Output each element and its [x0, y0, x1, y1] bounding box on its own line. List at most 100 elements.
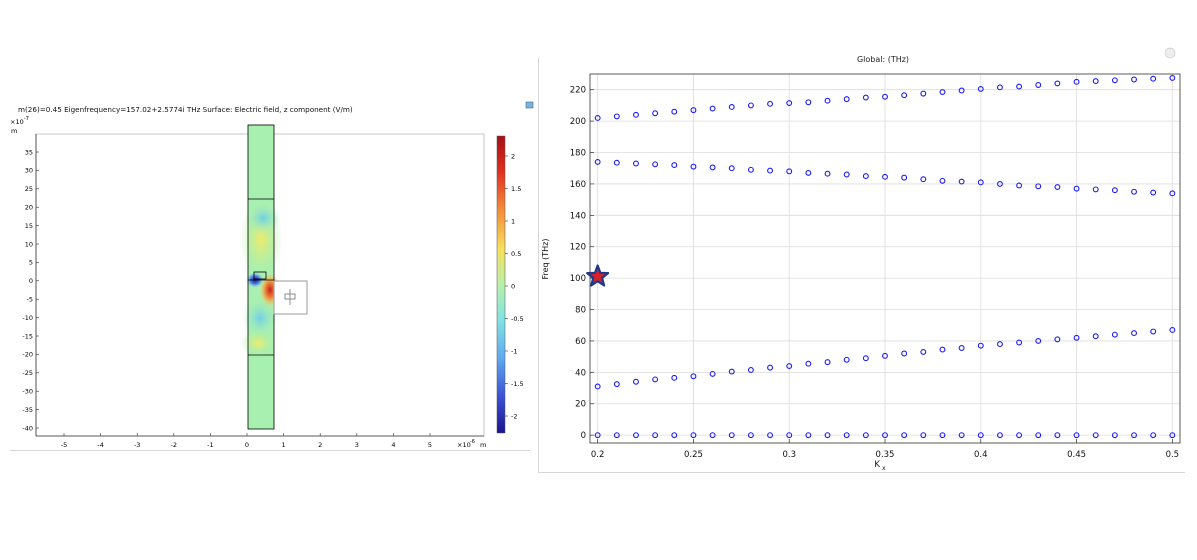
colorbar-tick-label: -2: [511, 412, 517, 420]
x-unit: m: [480, 441, 486, 449]
chart-y-tick-label: 60: [575, 337, 586, 347]
chart-y-tick-label: 80: [575, 306, 586, 316]
chart-y-tick-label: 20: [575, 400, 586, 410]
colorbar-tick-label: 1.5: [511, 185, 521, 193]
chart-data-point: [747, 367, 754, 373]
chart-data-point: [767, 167, 774, 174]
chart-data-point: [728, 432, 735, 439]
x-axis-exponent: ×10 -6 m: [457, 439, 486, 449]
chart-data-point: [671, 108, 678, 115]
chart-data-point: [633, 378, 639, 385]
chart-data-point: [862, 355, 869, 362]
chart-data-point: [728, 368, 735, 375]
chart-data-point: [1150, 432, 1157, 439]
field-y-tick-label: -25: [22, 369, 33, 377]
zoom-box-widget[interactable]: [273, 280, 308, 315]
field-plot-header: m(26)=0.45 Eigenfrequency=157.02+2.5774i…: [18, 105, 353, 114]
field-y-tick-label: 20: [25, 204, 33, 212]
chart-data-point: [767, 364, 774, 371]
chart-x-tick-label: 0.4: [974, 450, 988, 460]
chart-data-point: [977, 342, 984, 349]
chart-data-point: [747, 432, 754, 439]
chart-data-point: [1035, 337, 1042, 344]
chart-data-point: [728, 165, 735, 172]
field-x-tick-label: -1: [207, 441, 213, 449]
chart-data-point: [939, 432, 946, 439]
chart-data-point: [1073, 432, 1080, 439]
chart-data-point: [901, 92, 908, 99]
chart-data-point: [996, 180, 1003, 187]
chart-data-point: [1073, 185, 1080, 192]
window-icon-frame[interactable]: [525, 101, 534, 109]
chart-data-point: [1054, 80, 1061, 87]
chart-data-point: [882, 173, 888, 180]
plot-window-icon[interactable]: [525, 101, 534, 109]
chart-corner-icon[interactable]: [1164, 47, 1176, 59]
chart-data-point: [613, 113, 620, 120]
chart-data-point: [747, 166, 754, 173]
chart-data-point: [652, 110, 659, 117]
chart-data-point: [671, 162, 678, 169]
chart-data-point: [1035, 183, 1042, 190]
field-x-tick-label: 1: [282, 441, 286, 449]
chart-x-ticks: 0.2 0.25 0.3 0.35 0.4 0.45 0.5: [591, 439, 1179, 460]
chart-data-point: [1169, 190, 1176, 197]
field-y-tick-label: -30: [22, 388, 33, 396]
chart-data-point: [786, 168, 793, 175]
chart-xlabel-sub: x: [882, 465, 886, 472]
chart-data-point: [882, 352, 888, 359]
chart-series-3: [594, 158, 1176, 197]
chart-data-point: [862, 432, 869, 439]
field-x-tick-label: 5: [428, 441, 432, 449]
field-x-tick-label: -5: [61, 441, 67, 449]
chart-data-point: [862, 94, 869, 101]
chart-data-point: [652, 376, 659, 383]
chart-data-point: [958, 178, 965, 185]
chart-y-tick-label: 160: [570, 180, 586, 190]
chart-data-point: [977, 432, 984, 439]
chart-y-tick-label: 0: [581, 431, 586, 441]
field-x-tick-label: -3: [134, 441, 140, 449]
chart-data-point: [1150, 189, 1157, 196]
chart-data-point: [862, 173, 869, 180]
chart-series-1: [594, 432, 1176, 439]
corner-icon-shape[interactable]: [1164, 47, 1176, 59]
chart-data-point: [728, 104, 735, 110]
colorbar-tick-label: 0.5: [511, 250, 521, 258]
chart-data-point: [805, 360, 812, 367]
waveguide-core-element: [253, 271, 267, 280]
chart-data-point: [920, 348, 927, 355]
chart-data-point: [633, 160, 639, 167]
field-lobe-cyan-top: [245, 202, 281, 234]
chart-x-tick-label: 0.5: [1166, 450, 1180, 460]
chart-data-point: [824, 432, 831, 439]
field-y-tick-label: 15: [25, 222, 33, 230]
chart-data-point: [1016, 83, 1023, 90]
chart-data-point: [1016, 432, 1023, 439]
chart-data-point: [786, 432, 793, 439]
chart-data-point: [977, 85, 984, 92]
chart-data-point: [709, 164, 716, 171]
chart-data-point: [613, 159, 620, 166]
field-y-tick-label: 30: [25, 167, 33, 175]
chart-title: Global: (THz): [857, 55, 909, 64]
field-x-tick-label: 0: [245, 441, 249, 449]
field-y-tick-label: -15: [22, 332, 33, 340]
chart-data-point: [652, 161, 659, 168]
chart-y-tick-label: 200: [570, 117, 586, 127]
chart-data-point: [939, 89, 946, 96]
chart-data-point: [920, 90, 927, 97]
chart-highlight: [586, 264, 610, 287]
chart-highlight-star: [586, 264, 610, 287]
field-lobe-yellow-bottom: [240, 329, 276, 357]
chart-data-point: [633, 111, 639, 118]
field-y-tick-label: 25: [25, 185, 33, 193]
chart-x-tick-label: 0.3: [782, 450, 796, 460]
chart-y-tick-label: 40: [575, 368, 586, 378]
chart-data-point: [1131, 76, 1137, 83]
chart-data-point: [594, 432, 601, 439]
chart-data-point: [1111, 331, 1118, 338]
field-x-tick-label: -2: [171, 441, 177, 449]
chart-data-point: [613, 381, 620, 388]
